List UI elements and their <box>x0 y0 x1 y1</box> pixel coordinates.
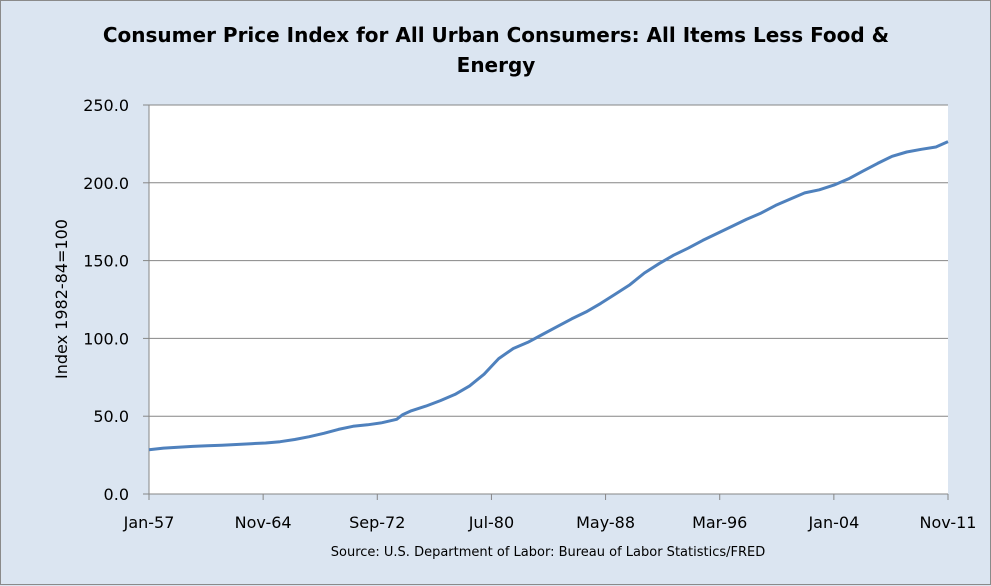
series-line <box>148 140 949 452</box>
x-tick-label: Mar-96 <box>692 513 747 532</box>
y-tick-label: 250.0 <box>83 96 129 115</box>
x-tick-label: May-88 <box>576 513 635 532</box>
x-tick-label: Nov-11 <box>920 513 977 532</box>
source-note: Source: U.S. Department of Labor: Bureau… <box>331 545 765 560</box>
x-tick-label: Jul-80 <box>468 513 514 532</box>
gridlines <box>149 104 948 417</box>
y-tick-label: 50.0 <box>93 407 129 426</box>
y-axis-ticks: 0.0 50.0 100.0 150.0 200.0 250.0 <box>83 96 149 504</box>
chart-title-line-2: Energy <box>457 53 536 77</box>
x-axis-ticks: Jan-57 Nov-64 Sep-72 Jul-80 May-88 Mar-96 Jan-… <box>123 494 977 532</box>
x-tick-label: Jan-04 <box>807 513 859 532</box>
x-tick-label: Jan-57 <box>123 513 175 532</box>
y-tick-label: 100.0 <box>83 329 129 348</box>
chart-title-line-1: Consumer Price Index for All Urban Consu… <box>103 23 889 47</box>
x-tick-label: Sep-72 <box>349 513 405 532</box>
x-tick-label: Nov-64 <box>235 513 292 532</box>
y-tick-label: 0.0 <box>104 485 129 504</box>
plot-area <box>149 105 948 494</box>
y-axis-label: Index 1982-84=100 <box>52 219 71 379</box>
y-tick-label: 150.0 <box>83 252 129 271</box>
y-tick-label: 200.0 <box>83 174 129 193</box>
